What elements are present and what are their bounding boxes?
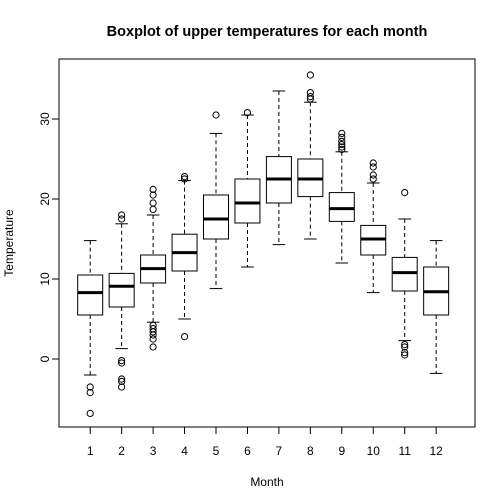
box-month-9 xyxy=(328,129,355,264)
box-iqr xyxy=(391,256,418,292)
outlier-point xyxy=(149,331,157,339)
y-tick-label: 30 xyxy=(38,112,52,126)
y-tick-label: 10 xyxy=(38,272,52,286)
box-iqr xyxy=(328,192,355,222)
outlier-point xyxy=(149,199,157,207)
outlier-point xyxy=(401,349,409,357)
box-iqr xyxy=(77,274,104,316)
outlier-point xyxy=(338,145,346,153)
outlier-point xyxy=(149,205,157,213)
x-tick-label: 10 xyxy=(367,444,381,458)
box-month-12 xyxy=(423,240,450,374)
outlier-point xyxy=(149,185,157,193)
x-tick-label: 6 xyxy=(244,444,251,458)
y-tick-label: 0 xyxy=(38,355,52,362)
outlier-point xyxy=(306,93,314,101)
outlier-point xyxy=(149,335,157,343)
outlier-point xyxy=(118,383,126,391)
x-tick-label: 2 xyxy=(118,444,125,458)
x-tick-label: 7 xyxy=(276,444,283,458)
outlier-point xyxy=(401,189,409,197)
outlier-point xyxy=(86,409,94,417)
x-tick-label: 4 xyxy=(181,444,188,458)
box-month-6 xyxy=(234,109,261,268)
outlier-point xyxy=(369,175,377,183)
outlier-point xyxy=(180,175,189,183)
x-tick-label: 9 xyxy=(338,444,345,458)
box-month-8 xyxy=(297,71,324,240)
y-axis: 0 10 20 30 xyxy=(38,112,60,362)
x-tick-label: 12 xyxy=(429,444,443,458)
outlier-point xyxy=(338,129,346,137)
outlier-point xyxy=(338,137,346,145)
outlier-point xyxy=(118,215,126,223)
x-tick-label: 3 xyxy=(150,444,157,458)
outlier-point xyxy=(401,343,409,351)
box-month-3 xyxy=(140,185,167,351)
outlier-point xyxy=(118,211,126,219)
outlier-point xyxy=(306,89,314,97)
box-month-10 xyxy=(360,159,387,294)
outlier-point xyxy=(180,333,189,341)
chart-title: Boxplot of upper temperatures for each m… xyxy=(107,24,428,40)
x-axis: 1 2 3 4 5 6 7 8 9 10 11 12 xyxy=(87,426,443,458)
box-month-2 xyxy=(108,211,135,391)
outlier-point xyxy=(212,111,220,119)
box-month-5 xyxy=(203,111,229,290)
outlier-point xyxy=(118,377,126,385)
outlier-point xyxy=(401,341,409,349)
outlier-point xyxy=(118,359,126,367)
y-axis-label: Temperature xyxy=(2,209,16,277)
outlier-point xyxy=(338,133,346,141)
outlier-point xyxy=(401,351,409,359)
outlier-point xyxy=(369,159,377,167)
x-tick-label: 8 xyxy=(307,444,314,458)
outlier-point xyxy=(149,191,157,199)
x-tick-label: 5 xyxy=(213,444,220,458)
box-iqr xyxy=(203,194,229,240)
outlier-point xyxy=(149,328,157,336)
outlier-point xyxy=(306,71,314,79)
outlier-point xyxy=(369,163,377,171)
x-tick-label: 11 xyxy=(398,444,411,458)
y-tick-label: 20 xyxy=(38,192,52,206)
box-month-4 xyxy=(171,173,198,341)
outlier-point xyxy=(338,143,346,151)
plot-frame xyxy=(58,58,476,428)
outlier-point xyxy=(118,375,126,383)
x-tick-label: 1 xyxy=(87,444,94,458)
outlier-point xyxy=(243,109,252,117)
outlier-point xyxy=(338,141,346,149)
box-iqr xyxy=(234,178,261,224)
x-axis-label: Month xyxy=(250,475,283,489)
outlier-point xyxy=(149,343,157,351)
outlier-point xyxy=(86,389,94,397)
outlier-point xyxy=(369,171,377,179)
outlier-point xyxy=(86,383,94,391)
box-month-1 xyxy=(77,240,104,417)
outlier-point xyxy=(118,357,126,365)
box-series xyxy=(77,71,450,417)
box-month-7 xyxy=(265,90,292,246)
box-month-11 xyxy=(391,189,418,359)
outlier-point xyxy=(180,173,189,181)
box-iqr xyxy=(108,272,135,308)
